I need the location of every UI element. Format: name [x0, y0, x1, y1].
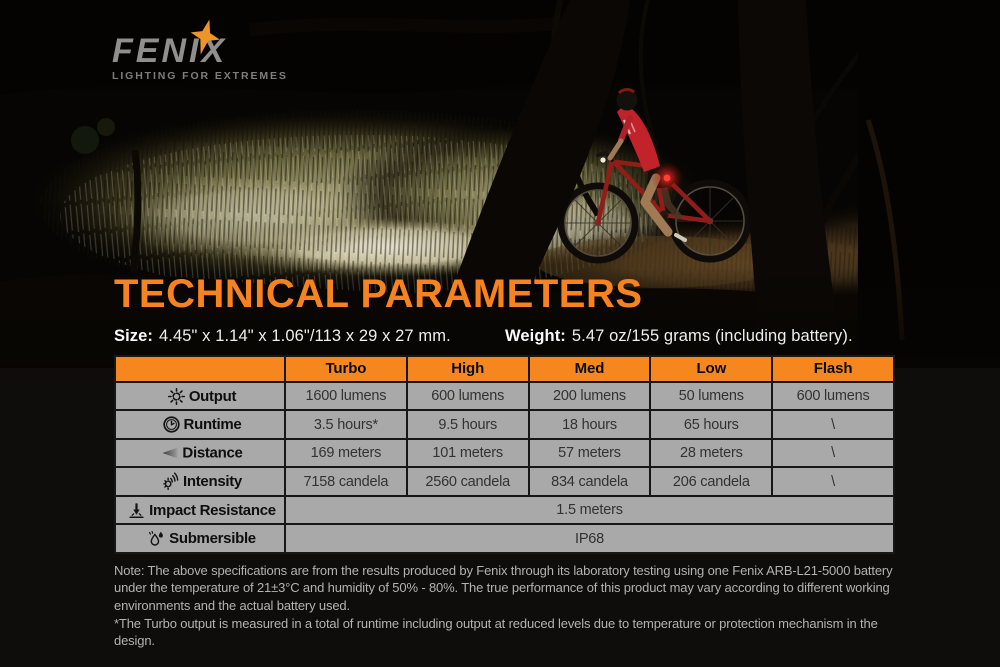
spec-cell: 50 lumens: [649, 380, 774, 412]
sun-icon: [164, 387, 189, 406]
spec-cell: 28 meters: [649, 437, 774, 469]
helmet: [616, 89, 638, 111]
size-spec: Size: 4.45" x 1.14" x 1.06"/113 x 29 x 2…: [114, 327, 505, 346]
row-label-cell: Impact Resistance: [114, 494, 286, 526]
row-label: Intensity: [183, 473, 242, 491]
note-text: Note: The above specifications are from …: [114, 562, 893, 613]
row-label: Runtime: [183, 416, 242, 434]
turbo-footnote-text: *The Turbo output is measured in a total…: [114, 615, 878, 649]
spec-cell: \: [771, 437, 895, 469]
column-header-flash: Flash: [771, 354, 895, 383]
column-header-blank: [114, 354, 286, 383]
spec-table: Turbo High Med Low Flash Output 1600 lumens 60…: [114, 354, 895, 554]
row-label: Impact Resistance: [149, 501, 276, 519]
spec-cell: \: [771, 409, 895, 440]
clock-icon: [159, 415, 184, 434]
shine-icon: [158, 472, 183, 491]
weight-spec: Weight: 5.47 oz/155 grams (including bat…: [505, 327, 853, 346]
table-row: Runtime 3.5 hours* 9.5 hours 18 hours 65 hou…: [114, 409, 895, 440]
spec-cell: 206 candela: [649, 466, 774, 497]
logo-star-icon: [190, 19, 220, 55]
row-label-cell: Distance: [114, 437, 286, 469]
row-label-cell: Intensity: [114, 466, 286, 497]
spec-cell: 101 meters: [405, 437, 530, 469]
spec-cell: 9.5 hours: [405, 409, 530, 440]
row-label: Distance: [182, 444, 243, 462]
page-title: TECHNICAL PARAMETERS: [114, 272, 643, 316]
spec-cell-span: 1.5 meters: [284, 494, 895, 526]
beam-icon: [157, 443, 182, 463]
row-label-cell: Runtime: [114, 409, 286, 440]
spec-cell: 1600 lumens: [284, 380, 408, 412]
headlight: [600, 157, 606, 163]
spec-cell: 65 hours: [649, 409, 774, 440]
spec-cell: 600 lumens: [405, 380, 530, 412]
spec-cell: \: [771, 466, 895, 497]
table-row: Submersible IP68: [114, 523, 895, 554]
row-label: Output: [188, 387, 237, 405]
spec-cell-span: IP68: [284, 523, 895, 554]
weight-value: 5.47 oz/155 grams (including battery).: [571, 326, 853, 345]
footnotes: Note: The above specifications are from …: [114, 562, 920, 650]
spec-cell: 2560 candela: [405, 466, 530, 497]
spec-cell: 600 lumens: [771, 380, 895, 412]
spec-cell: 834 candela: [527, 466, 652, 497]
size-value: 4.45" x 1.14" x 1.06"/113 x 29 x 27 mm.: [159, 326, 451, 345]
impact-icon: [124, 501, 149, 520]
spec-cell: 3.5 hours*: [284, 409, 408, 440]
spec-cell: 57 meters: [527, 437, 652, 469]
column-header-low: Low: [649, 354, 774, 383]
table-row: Impact Resistance 1.5 meters: [114, 494, 895, 526]
row-label-cell: Submersible: [114, 523, 286, 554]
fenix-logo: FENIX LIGHTING FOR EXTREMES: [112, 19, 288, 82]
spec-cell: 200 lumens: [527, 380, 652, 412]
row-label-cell: Output: [114, 380, 286, 412]
size-label: Size:: [114, 326, 154, 345]
spec-cell: 7158 candela: [284, 466, 408, 497]
column-header-med: Med: [527, 354, 652, 383]
table-row: Distance 169 meters 101 meters 57 meters 28 …: [114, 437, 895, 469]
dimensions-line: Size: 4.45" x 1.14" x 1.06"/113 x 29 x 2…: [114, 327, 920, 346]
spec-cell: 169 meters: [284, 437, 408, 469]
spec-cell: 18 hours: [527, 409, 652, 440]
table-row: Intensity 7158 candela 2560 candela 834 can…: [114, 466, 895, 497]
weight-label: Weight:: [505, 326, 566, 345]
column-header-turbo: Turbo: [284, 354, 408, 383]
content-area: TECHNICAL PARAMETERS Size: 4.45" x 1.14"…: [114, 274, 920, 650]
drops-icon: [144, 529, 169, 548]
logo-tagline: LIGHTING FOR EXTREMES: [112, 70, 288, 82]
column-header-high: High: [405, 354, 530, 383]
table-row: Output 1600 lumens 600 lumens 200 lumens 50 …: [114, 380, 895, 412]
row-label: Submersible: [169, 530, 256, 548]
